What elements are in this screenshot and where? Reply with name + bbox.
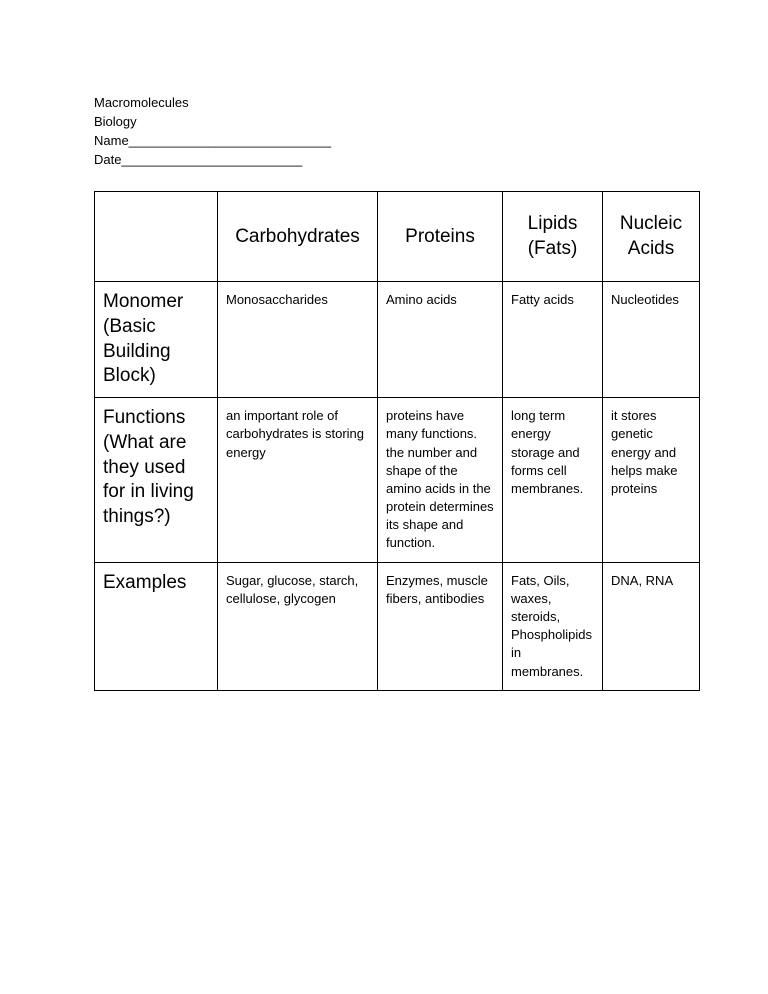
cell-examples-protein: Enzymes, muscle fibers, antibodies: [378, 562, 503, 690]
table-row: Examples Sugar, glucose, starch, cellulo…: [95, 562, 700, 690]
row-label-examples: Examples: [95, 562, 218, 690]
row-label-monomer: Monomer (Basic Building Block): [95, 282, 218, 398]
cell-monomer-protein: Amino acids: [378, 282, 503, 398]
cell-examples-lipid: Fats, Oils, waxes, steroids, Phospholipi…: [503, 562, 603, 690]
table-row: Functions (What are they used for in liv…: [95, 398, 700, 563]
cell-examples-carb: Sugar, glucose, starch, cellulose, glyco…: [218, 562, 378, 690]
table-row: Monomer (Basic Building Block) Monosacch…: [95, 282, 700, 398]
cell-functions-lipid: long term energy storage and forms cell …: [503, 398, 603, 563]
cell-examples-nucleic: DNA, RNA: [603, 562, 700, 690]
doc-date-line: Date_________________________: [94, 151, 694, 170]
doc-title-line-2: Biology: [94, 113, 694, 132]
table-header-row: Carbohydrates Proteins Lipids (Fats) Nuc…: [95, 192, 700, 282]
cell-functions-nucleic: it stores genetic energy and helps make …: [603, 398, 700, 563]
document-header: Macromolecules Biology Name_____________…: [94, 94, 694, 169]
column-header-empty: [95, 192, 218, 282]
column-header-nucleic-acids: Nucleic Acids: [603, 192, 700, 282]
macromolecules-table: Carbohydrates Proteins Lipids (Fats) Nuc…: [94, 191, 700, 690]
doc-title-line-1: Macromolecules: [94, 94, 694, 113]
row-label-functions: Functions (What are they used for in liv…: [95, 398, 218, 563]
cell-monomer-lipid: Fatty acids: [503, 282, 603, 398]
doc-name-line: Name____________________________: [94, 132, 694, 151]
column-header-carbohydrates: Carbohydrates: [218, 192, 378, 282]
cell-functions-carb: an important role of carbohydrates is st…: [218, 398, 378, 563]
cell-functions-protein: proteins have many functions. the number…: [378, 398, 503, 563]
cell-monomer-nucleic: Nucleotides: [603, 282, 700, 398]
column-header-proteins: Proteins: [378, 192, 503, 282]
column-header-lipids: Lipids (Fats): [503, 192, 603, 282]
cell-monomer-carb: Monosaccharides: [218, 282, 378, 398]
